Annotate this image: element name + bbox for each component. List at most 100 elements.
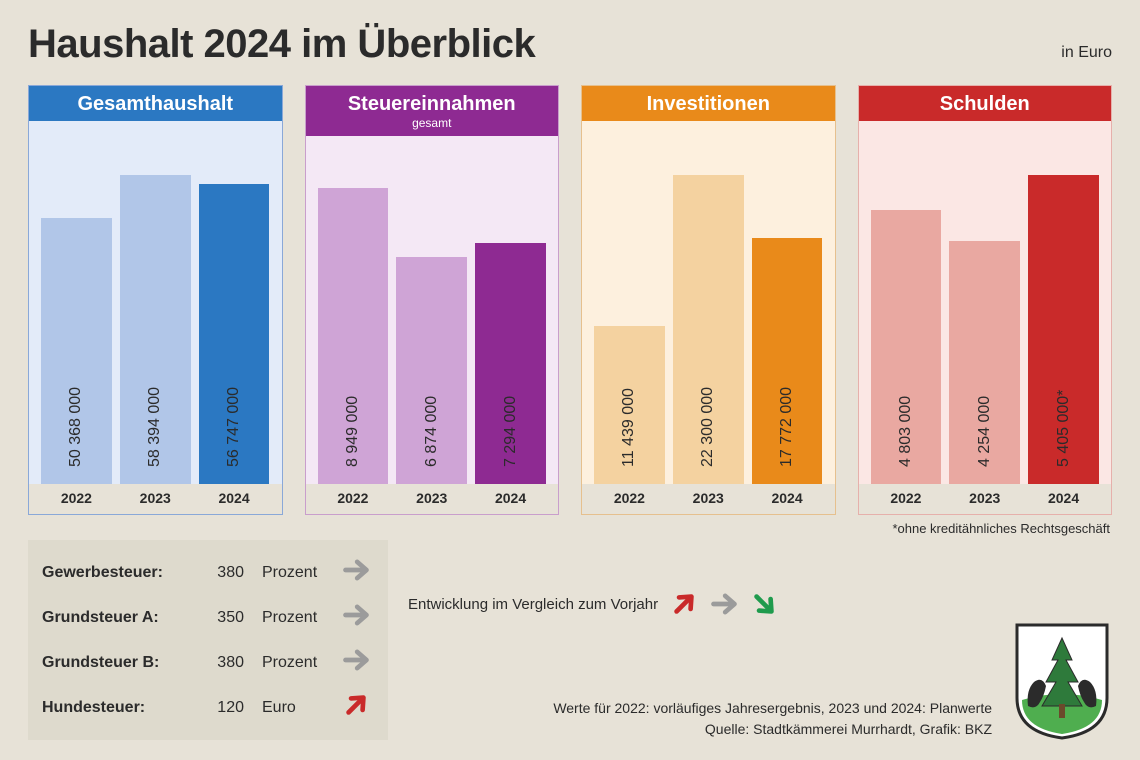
- down-arrow-icon: [750, 590, 778, 618]
- chart-bar: 22 300 000: [673, 175, 744, 484]
- chart-bar: 56 747 000: [199, 184, 270, 484]
- tax-name: Hundesteuer:: [42, 699, 192, 717]
- chart-bar: 17 772 000: [752, 238, 823, 484]
- tax-row: Grundsteuer B:380Prozent: [42, 640, 374, 685]
- chart-panel: Steuereinnahmen gesamt 8 949 000 6 874 000 7…: [305, 85, 560, 515]
- x-axis: 202220232024: [582, 484, 835, 514]
- panel-title: Schulden: [940, 93, 1030, 115]
- chart-bar: 4 254 000: [949, 241, 1020, 484]
- legend-line: Entwicklung im Vergleich zum Vorjahr: [408, 590, 992, 618]
- bar-slot: 17 772 000: [752, 133, 823, 484]
- tax-rates-box: Gewerbesteuer:380Prozent Grundsteuer A:3…: [28, 540, 388, 740]
- bar-value-label: 6 874 000: [423, 396, 441, 467]
- x-axis-label: 2024: [199, 490, 270, 506]
- tax-row: Grundsteuer A: 350 Prozent: [42, 595, 374, 640]
- chart-panels: Gesamthaushalt 50 368 000 58 394 000 56 747…: [28, 85, 1112, 515]
- tax-value: 120: [202, 699, 244, 717]
- chart-area: 8 949 000 6 874 000 7 294 000: [306, 136, 559, 484]
- bar-value-label: 58 394 000: [146, 387, 164, 467]
- x-axis: 2022 2023 2024: [306, 484, 559, 514]
- bar-value-label: 4 254 000: [976, 396, 994, 467]
- bar-slot: 50 368 000: [41, 133, 112, 484]
- infographic-page: Haushalt 2024 im Überblick in Euro Gesam…: [0, 0, 1140, 760]
- chart-bar: 5 405 000*: [1028, 175, 1099, 484]
- crest-svg: [1012, 620, 1112, 740]
- bar-value-label: 4 803 000: [897, 396, 915, 467]
- tax-unit: Prozent: [254, 609, 328, 627]
- bar-value-label: 5 405 000*: [1055, 390, 1073, 467]
- legend-arrows: [670, 590, 778, 618]
- x-axis: 202220232024: [859, 484, 1112, 514]
- page-title: Haushalt 2024 im Überblick: [28, 22, 535, 67]
- chart-bar: 11 439 000: [594, 326, 665, 484]
- tax-name: Gewerbesteuer:: [42, 564, 192, 582]
- bar-value-label: 50 368 000: [67, 387, 85, 467]
- bar-slot: 8 949 000: [318, 148, 389, 484]
- tax-name: Grundsteuer A:: [42, 609, 192, 627]
- source-line-1: Werte für 2022: vorläufiges Jahresergebn…: [408, 698, 992, 719]
- bar-value-label: 11 439 000: [620, 388, 638, 467]
- chart-bar: 6 874 000: [396, 257, 467, 484]
- tax-trend-arrow: [338, 646, 374, 679]
- chart-area: 11 439 000 22 300 000 17 772 000: [582, 121, 835, 484]
- chart-area: 4 803 000 4 254 000 5 405 000*: [859, 121, 1112, 484]
- up-arrow-icon: [338, 691, 374, 719]
- chart-panel: Gesamthaushalt 50 368 000 58 394 000 56 747…: [28, 85, 283, 515]
- chart-panel: Schulden 4 803 000 4 254 000 5 405 000* 2022…: [858, 85, 1113, 515]
- panel-title: Gesamthaushalt: [77, 93, 233, 115]
- tax-row: Gewerbesteuer:380Prozent: [42, 550, 374, 595]
- source-block: Werte für 2022: vorläufiges Jahresergebn…: [408, 698, 992, 740]
- tax-unit: Euro: [254, 699, 328, 717]
- bar-slot: 58 394 000: [120, 133, 191, 484]
- bar-slot: 6 874 000: [396, 148, 467, 484]
- city-crest: [1012, 620, 1112, 740]
- flat-arrow-icon: [338, 601, 374, 629]
- source-line-2: Quelle: Stadtkämmerei Murrhardt, Grafik:…: [408, 719, 992, 740]
- x-axis-label: 2023: [396, 490, 467, 506]
- panel-subtitle: gesamt: [310, 117, 555, 130]
- flat-arrow-icon: [338, 556, 374, 584]
- panel-header: Investitionen: [582, 86, 835, 121]
- bar-value-label: 7 294 000: [502, 396, 520, 467]
- tax-unit: Prozent: [254, 654, 328, 672]
- tax-unit: Prozent: [254, 564, 328, 582]
- footnote: *ohne kreditähnliches Rechtsgeschäft: [28, 521, 1112, 536]
- bar-slot: 56 747 000: [199, 133, 270, 484]
- x-axis-label: 2022: [318, 490, 389, 506]
- x-axis-label: 2022: [594, 490, 665, 506]
- tax-trend-arrow: [338, 691, 374, 724]
- x-axis-label: 2022: [871, 490, 942, 506]
- bar-value-label: 17 772 000: [778, 387, 796, 467]
- chart-panel: Investitionen 11 439 000 22 300 000 17 772 …: [581, 85, 836, 515]
- legend-and-source: Entwicklung im Vergleich zum Vorjahr Wer…: [388, 590, 1012, 740]
- unit-label: in Euro: [1061, 44, 1112, 62]
- x-axis-label: 2024: [475, 490, 546, 506]
- bar-slot: 4 254 000: [949, 133, 1020, 484]
- tax-row: Hundesteuer: 120 Euro: [42, 685, 374, 730]
- bar-slot: 7 294 000: [475, 148, 546, 484]
- flat-arrow-icon: [338, 646, 374, 674]
- tax-trend-arrow: [338, 556, 374, 589]
- panel-title: Investitionen: [647, 93, 770, 115]
- up-arrow-icon: [670, 590, 698, 618]
- x-axis-label: 2023: [949, 490, 1020, 506]
- tax-value: 350: [202, 609, 244, 627]
- bar-value-label: 22 300 000: [699, 387, 717, 467]
- bar-slot: 22 300 000: [673, 133, 744, 484]
- tax-trend-arrow: [338, 601, 374, 634]
- x-axis-label: 2024: [752, 490, 823, 506]
- bar-value-label: 8 949 000: [344, 396, 362, 467]
- headline-row: Haushalt 2024 im Überblick in Euro: [28, 22, 1112, 67]
- panel-title: Steuereinnahmen: [348, 93, 516, 115]
- x-axis-label: 2022: [41, 490, 112, 506]
- bar-slot: 4 803 000: [871, 133, 942, 484]
- x-axis-label: 2023: [120, 490, 191, 506]
- chart-bar: 50 368 000: [41, 218, 112, 484]
- tax-value: 380: [202, 654, 244, 672]
- panel-header: Steuereinnahmen gesamt: [306, 86, 559, 136]
- legend-text: Entwicklung im Vergleich zum Vorjahr: [408, 596, 658, 613]
- x-axis: 2022 2023 2024: [29, 484, 282, 514]
- chart-bar: 58 394 000: [120, 175, 191, 484]
- chart-bar: 4 803 000: [871, 210, 942, 484]
- chart-bar: 8 949 000: [318, 188, 389, 484]
